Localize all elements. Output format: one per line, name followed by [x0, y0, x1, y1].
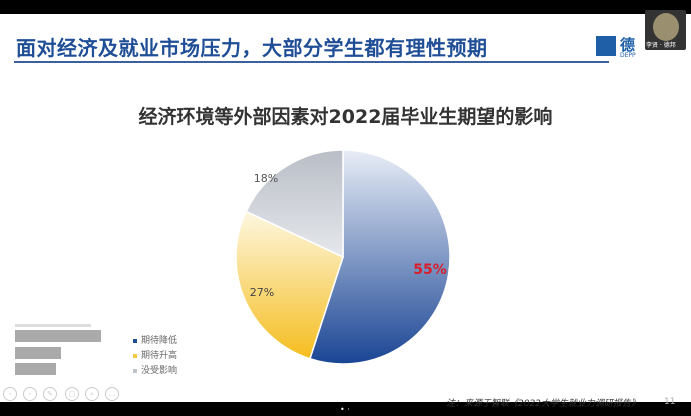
avatar [653, 13, 679, 41]
data-label: 27% [250, 286, 274, 299]
chart-title: 经济环境等外部因素对2022届毕业生期望的影响 [138, 106, 553, 128]
previous-icon[interactable]: ‹ [3, 387, 17, 401]
legend: 期待降低 期待升高 没受影响 [133, 334, 177, 379]
logo-sub: DEPP [620, 52, 636, 59]
legend-label: 没受影响 [141, 366, 178, 376]
camera-preview[interactable]: 李贤 · 德邦 [645, 10, 686, 50]
pen-icon[interactable]: ✎ [43, 387, 57, 401]
next-icon[interactable]: › [23, 387, 37, 401]
pie-slice-1 [308, 149, 451, 365]
title-underline [14, 61, 609, 63]
data-label: 55% [413, 262, 447, 278]
slide-indicator[interactable]: • · [340, 405, 350, 414]
legend-swatch [133, 353, 137, 358]
chat-message[interactable] [15, 330, 101, 342]
pie-slice-2 [235, 210, 344, 360]
camera-name: 李贤 · 德邦 [646, 42, 676, 49]
page-number: 11 [664, 397, 676, 407]
legend-label: 期待升高 [141, 351, 178, 361]
legend-item: 期待升高 [133, 349, 177, 364]
chat-bar [15, 324, 91, 327]
source-note: 注：来源于智联《2022大学生就业力调研报告》 [446, 399, 640, 409]
more-icon[interactable]: … [105, 387, 119, 401]
chat-message[interactable] [15, 347, 61, 359]
zoom-icon[interactable]: ⌕ [85, 387, 99, 401]
logo-text: 德 [620, 36, 636, 54]
legend-label: 期待降低 [141, 336, 178, 346]
slide-title: 面对经济及就业市场压力，大部分学生都有理性预期 [16, 36, 488, 60]
pie-slice-3 [245, 149, 344, 259]
legend-swatch [133, 338, 137, 343]
legend-item: 期待降低 [133, 334, 177, 349]
copy-icon[interactable]: ▢ [65, 387, 79, 401]
data-label: 18% [254, 172, 278, 185]
legend-item: 没受影响 [133, 364, 177, 379]
legend-swatch [133, 368, 137, 373]
chat-message[interactable] [15, 363, 56, 375]
company-logo-icon [596, 36, 616, 56]
